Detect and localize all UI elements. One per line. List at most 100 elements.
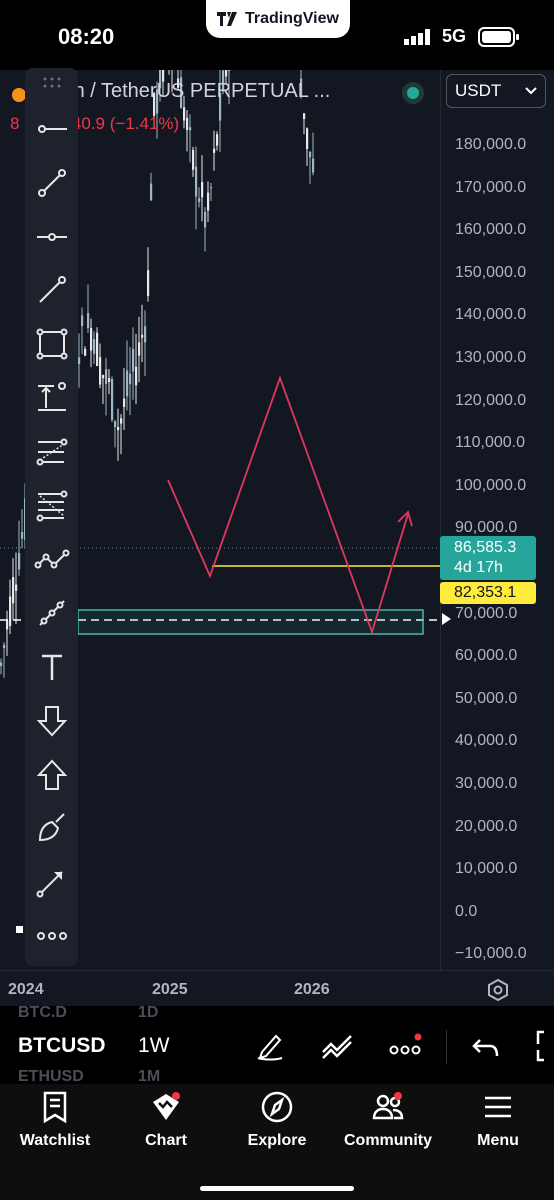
- price-tick-label: 100,000.0: [455, 476, 527, 494]
- price-tick-label: 90,000.0: [455, 519, 518, 537]
- price-range-icon[interactable]: [31, 378, 72, 418]
- candle-body: [303, 113, 306, 119]
- candle-body: [192, 149, 195, 170]
- rectangle-icon[interactable]: [31, 324, 72, 364]
- horizontal-ray-icon[interactable]: [31, 109, 72, 149]
- chart-settings-icon[interactable]: [486, 978, 510, 1007]
- candle-body: [0, 662, 3, 667]
- price-tick-label: 160,000.0: [455, 221, 527, 239]
- candle-body: [312, 158, 315, 173]
- fib-retracement-icon[interactable]: [31, 486, 72, 526]
- candle-body: [219, 92, 222, 121]
- text-icon[interactable]: [31, 647, 72, 687]
- price-axis[interactable]: 180,000.0 170,000.0 160,000.0 150,000.0 140,…: [440, 70, 554, 970]
- tradingview-pill[interactable]: TradingView: [206, 0, 350, 38]
- market-status-icon[interactable]: [402, 82, 424, 104]
- pen-drawing-icon[interactable]: [252, 1028, 288, 1064]
- hamburger-icon: [485, 1096, 511, 1118]
- candle-body: [138, 342, 141, 356]
- divider: [446, 1030, 447, 1064]
- candle-body: [6, 620, 9, 630]
- candle-body: [150, 183, 153, 201]
- last-price-label: 86,585.3 4d 17h: [440, 536, 536, 580]
- price-tick-label: 10,000.0: [455, 860, 518, 878]
- nav-menu[interactable]: Menu: [443, 1090, 553, 1150]
- candle-body: [111, 379, 114, 420]
- candle-body: [156, 89, 159, 114]
- currency-value: USDT: [455, 81, 502, 100]
- interval-select[interactable]: 1W: [138, 1034, 170, 1057]
- bitcoin-icon: [12, 88, 26, 102]
- signal-icon: [404, 29, 434, 50]
- pattern-icon[interactable]: [31, 539, 72, 579]
- fullscreen-icon[interactable]: [532, 1028, 554, 1064]
- pitchfork-icon[interactable]: [31, 432, 72, 472]
- candle-body: [9, 596, 12, 627]
- candle-body: [228, 70, 231, 72]
- nav-community[interactable]: Community: [333, 1090, 443, 1150]
- candle-body: [126, 370, 129, 397]
- price-tick-label: 120,000.0: [455, 391, 527, 409]
- currency-select[interactable]: USDT: [446, 74, 546, 108]
- brush-icon[interactable]: [31, 593, 72, 633]
- time-label: 2024: [8, 981, 44, 998]
- candle-body: [78, 357, 81, 365]
- price-tick-label: −10,000.0: [455, 945, 527, 963]
- next-interval[interactable]: 1M: [138, 1068, 161, 1084]
- candle-body: [306, 128, 309, 149]
- prev-symbol[interactable]: BTC.D: [18, 1006, 67, 1021]
- candle-body: [204, 211, 207, 228]
- prev-interval[interactable]: 1D: [138, 1006, 159, 1021]
- candle-body: [117, 426, 120, 431]
- nav-watchlist[interactable]: Watchlist: [0, 1090, 110, 1150]
- candle-body: [135, 366, 138, 386]
- candle-body: [144, 326, 147, 343]
- drag-handle-icon[interactable]: [43, 76, 61, 94]
- price-tick-label: 110,000.0: [455, 434, 525, 452]
- bottom-navigation: Watchlist Chart Explore Community Menu: [0, 1084, 554, 1200]
- battery-icon: [478, 27, 520, 52]
- indicators-icon[interactable]: [320, 1028, 356, 1064]
- next-symbol[interactable]: ETHUSD: [18, 1068, 84, 1084]
- trend-line-icon[interactable]: [31, 163, 72, 203]
- candle-body: [222, 70, 225, 92]
- time-axis[interactable]: 2024 2025 2026: [0, 970, 554, 1006]
- more-icon[interactable]: [31, 916, 72, 956]
- tradingview-logo-icon: [217, 12, 238, 26]
- candle-body: [207, 192, 210, 211]
- projection-path: [167, 375, 409, 635]
- price-tick-label: 20,000.0: [455, 817, 518, 835]
- candle-body: [132, 348, 135, 372]
- undo-icon[interactable]: [468, 1028, 504, 1064]
- chart-icon: [153, 1092, 180, 1120]
- candle-body: [84, 348, 87, 356]
- nav-explore[interactable]: Explore: [222, 1090, 332, 1150]
- more-options-icon[interactable]: [388, 1028, 424, 1064]
- candle-body: [93, 339, 96, 354]
- candle-body: [108, 378, 111, 383]
- ray-icon[interactable]: [31, 270, 72, 310]
- candle-body: [201, 182, 204, 198]
- arrow-down-icon[interactable]: [31, 701, 72, 741]
- horizontal-line-icon[interactable]: [31, 217, 72, 257]
- candle-body: [99, 357, 102, 385]
- price-tick-label: 140,000.0: [455, 306, 527, 324]
- status-time: 08:20: [58, 24, 115, 49]
- nav-chart[interactable]: Chart: [111, 1090, 221, 1150]
- candle-body: [213, 148, 216, 153]
- nav-label: Explore: [247, 1132, 307, 1149]
- candle-body: [180, 77, 183, 108]
- candle-body: [210, 187, 213, 189]
- candle-body: [153, 93, 156, 116]
- last-price-value: 86,585.3: [454, 539, 517, 556]
- arrow-marker-icon[interactable]: [31, 862, 72, 902]
- crosshair-marker-icon: [439, 612, 453, 631]
- candle-body: [12, 577, 15, 604]
- compass-icon: [261, 1091, 293, 1123]
- symbol-title[interactable]: coin / TetherUS PERPETUAL ...: [48, 80, 331, 102]
- highlighter-icon[interactable]: [31, 808, 72, 848]
- arrow-up-icon[interactable]: [31, 755, 72, 795]
- symbol-name[interactable]: BTCUSD: [18, 1034, 106, 1057]
- candle-body: [18, 553, 21, 570]
- drawing-toolbar: [25, 68, 78, 966]
